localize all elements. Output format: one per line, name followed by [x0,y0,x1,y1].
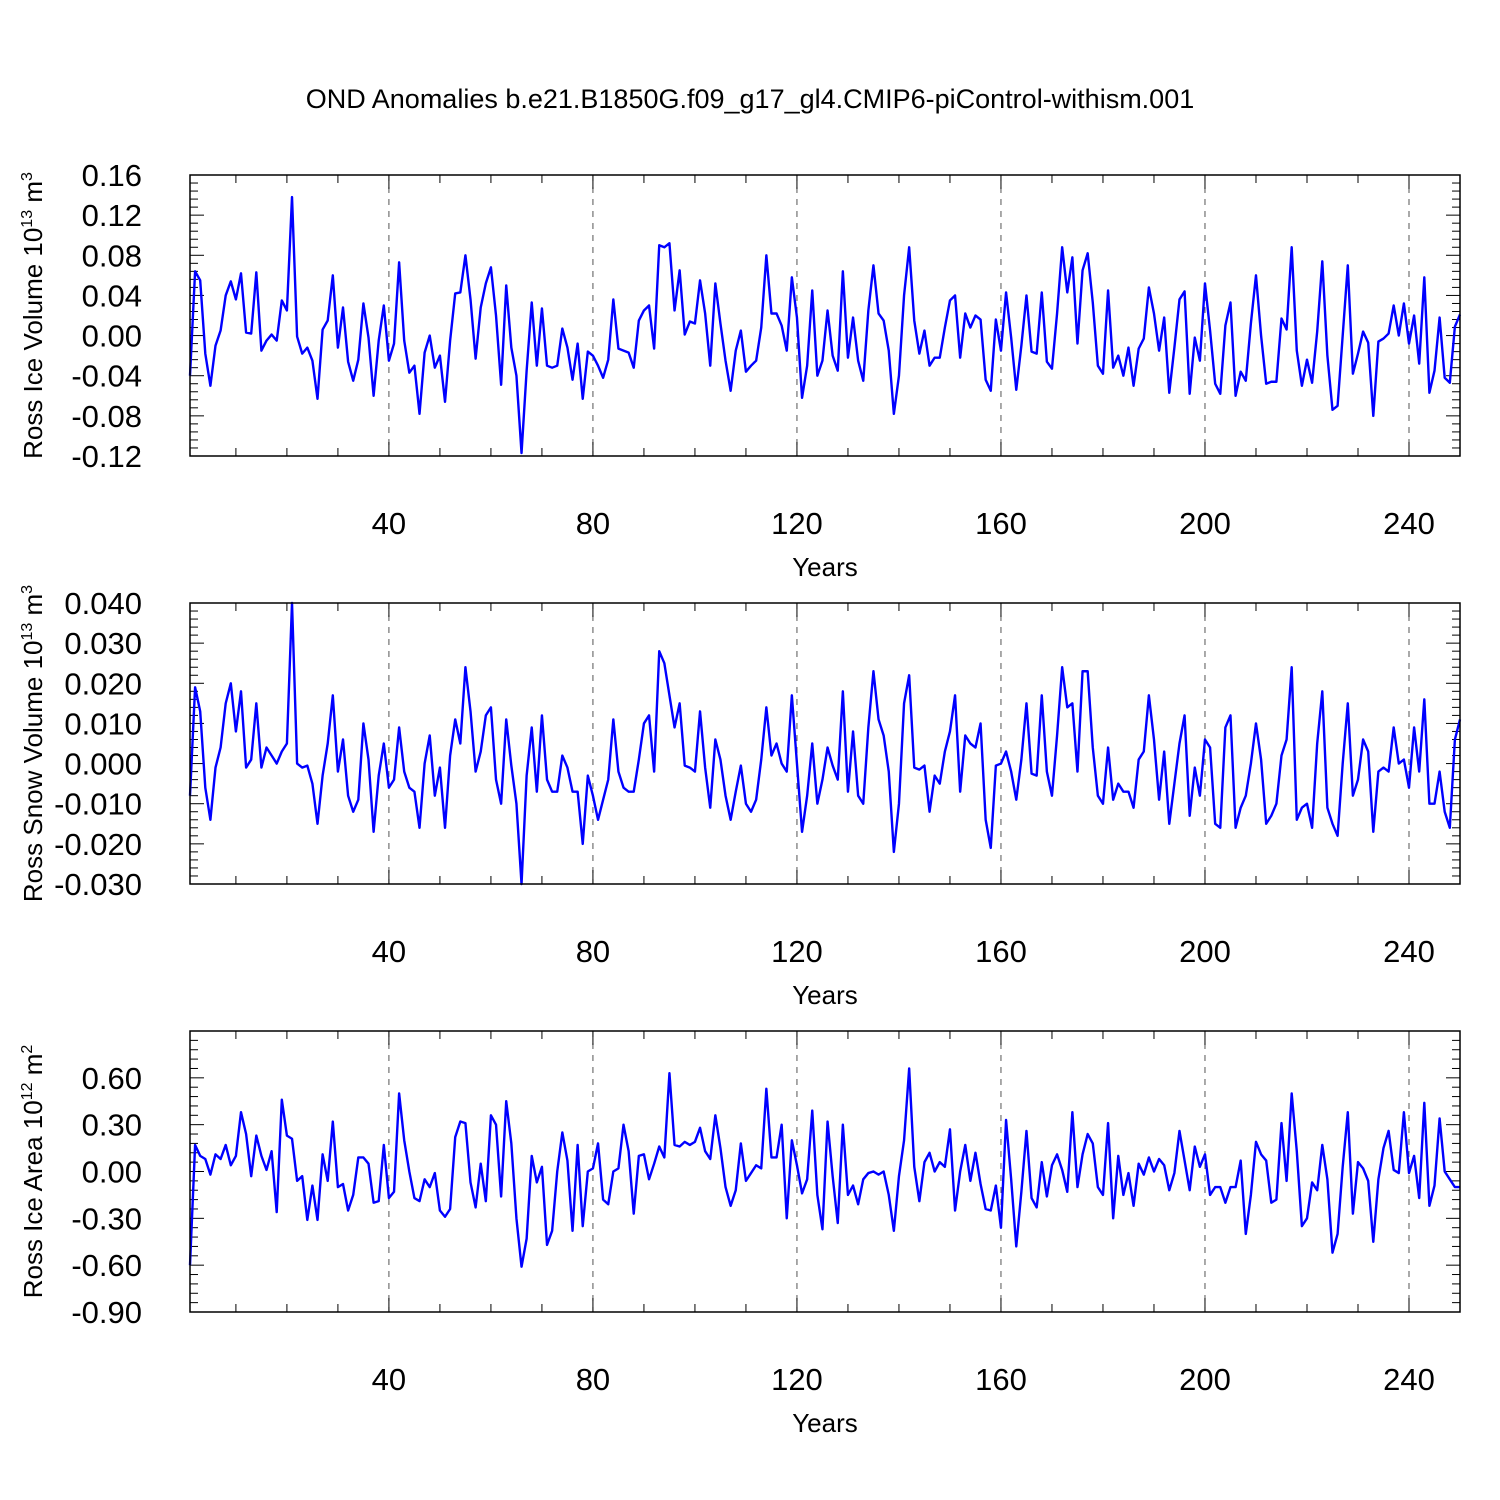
x-tick-label: 160 [975,1362,1027,1397]
series-line [188,601,1462,886]
y-tick-label: -0.010 [54,787,142,822]
y-tick-label: -0.30 [71,1201,142,1236]
panel-1: -0.12 -0.08 -0.04 0.00 0.04 0.08 0.12 0.16 40 80 1… [18,158,1462,582]
x-axis-title: Years [792,1408,858,1438]
y-tick-label: 0.010 [64,706,142,741]
y-tick-label: 0.16 [82,158,142,193]
x-tick-label: 120 [771,1362,823,1397]
y-tick-label: 0.60 [82,1061,142,1096]
series-line [188,1067,1460,1268]
plot-frame [189,174,1461,457]
y-tick-label: 0.000 [64,747,142,782]
y-tick-label: 0.040 [64,586,142,621]
x-tick-label: 240 [1383,934,1435,969]
x-tick-label: 40 [372,506,406,541]
panel-3: -0.90 -0.60 -0.30 0.00 0.30 0.60 40 80 120 160 200… [18,1030,1461,1438]
y-axis-title: Ross Snow Volume 1013 m3 [18,585,48,902]
y-tick-label: -0.12 [71,439,142,474]
y-tick-label: -0.60 [71,1248,142,1283]
y-tick-label: -0.020 [54,827,142,862]
x-axis-title: Years [792,980,858,1010]
y-tick-label: 0.00 [82,1155,142,1190]
y-tick-label: 0.12 [82,198,142,233]
series-line [188,195,1462,455]
x-tick-label: 80 [576,934,610,969]
y-axis-title: Ross Ice Area 1012 m2 [18,1045,48,1299]
y-tick-label: -0.08 [71,399,142,434]
x-tick-label: 80 [576,506,610,541]
y-tick-label: 0.30 [82,1108,142,1143]
x-tick-label: 80 [576,1362,610,1397]
x-tick-label: 200 [1179,934,1231,969]
y-tick-label: 0.08 [82,238,142,273]
x-axis-title: Years [792,552,858,582]
x-tick-label: 120 [771,934,823,969]
y-tick-label: 0.04 [82,278,142,313]
x-tick-label: 120 [771,506,823,541]
y-tick-label: -0.90 [71,1295,142,1330]
y-tick-label: 0.030 [64,626,142,661]
x-tick-label: 40 [372,934,406,969]
x-tick-label: 160 [975,934,1027,969]
y-tick-label: 0.020 [64,666,142,701]
y-tick-label: -0.04 [71,359,142,394]
plot-frame [189,1030,1461,1313]
x-tick-label: 200 [1179,1362,1231,1397]
panel-2: -0.030 -0.020 -0.010 0.000 0.010 0.020 0.030 0.… [18,585,1462,1010]
y-tick-label: -0.030 [54,867,142,902]
chart-title: OND Anomalies b.e21.B1850G.f09_g17_gl4.C… [305,84,1195,114]
x-tick-label: 240 [1383,506,1435,541]
y-tick-label: 0.00 [82,319,142,354]
x-tick-label: 40 [372,1362,406,1397]
plot-frame [189,602,1461,885]
x-tick-label: 240 [1383,1362,1435,1397]
x-tick-label: 160 [975,506,1027,541]
x-tick-label: 200 [1179,506,1231,541]
y-axis-title: Ross Ice Volume 1013 m3 [18,172,48,459]
